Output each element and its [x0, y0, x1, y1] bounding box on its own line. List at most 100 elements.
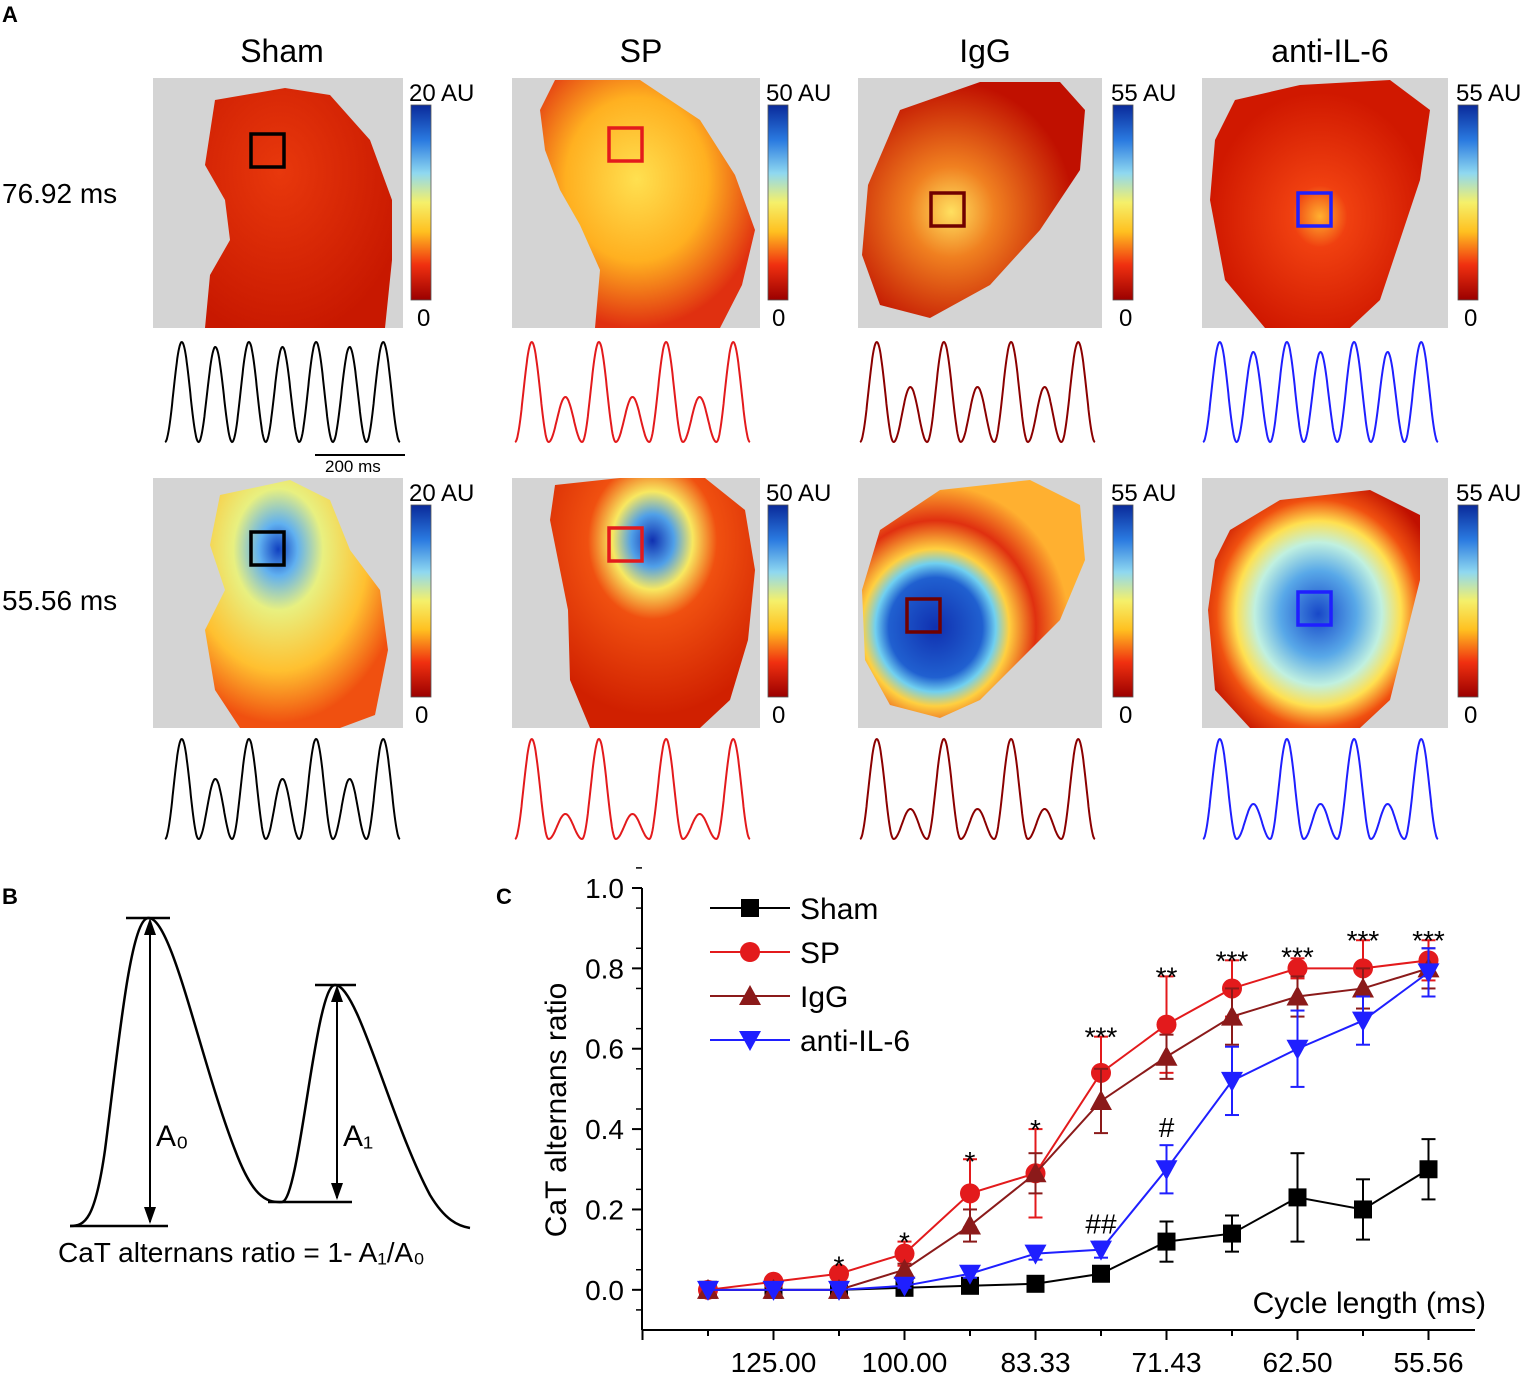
colorbar-min-label: 0 — [1119, 702, 1132, 729]
y-ticks: 0.0 0.2 0.4 0.6 0.8 1.0 — [585, 867, 642, 1311]
colorbar-max-label: 20 AU — [409, 80, 474, 107]
heatmap-anti-il-6-row2 — [1202, 478, 1448, 728]
legend-label: Sham — [800, 893, 878, 926]
legend-label: IgG — [800, 981, 848, 1014]
data-point-sham — [961, 1276, 979, 1295]
x-tick-label: 55.56 — [1393, 1347, 1463, 1378]
heatmap-igg-row2 — [858, 478, 1102, 728]
data-point-sham — [1092, 1264, 1110, 1283]
legend-marker — [739, 1031, 761, 1051]
colorbar-max-label: 50 AU — [766, 480, 831, 507]
data-point-anti-il-6 — [828, 1280, 850, 1301]
legend-marker — [741, 899, 759, 917]
series-layer — [697, 939, 1440, 1301]
trace-igg-row2 — [859, 737, 1096, 841]
x-tick-label: 62.50 — [1262, 1347, 1332, 1378]
colorbar-anti-il-6-row1: 55 AU 0 — [1456, 80, 1521, 332]
significance-mark: # — [1159, 1112, 1175, 1143]
significance-mark: *** — [1085, 1022, 1118, 1053]
significance-mark: *** — [1281, 941, 1314, 972]
colorbar-max-label: 55 AU — [1456, 80, 1521, 107]
data-point-sham — [1157, 1232, 1176, 1251]
data-point-sp — [894, 1243, 915, 1264]
panel-letter-a: A — [2, 2, 18, 27]
data-point-sham — [1354, 1200, 1372, 1219]
alternans-ratio-chart: CaT alternans ratio Cycle length (ms) 0.… — [540, 867, 1486, 1378]
column-title-sp: SP — [620, 33, 663, 69]
colorbar-max-label: 55 AU — [1456, 480, 1521, 507]
data-point-igg — [1024, 1162, 1047, 1183]
heatmap-igg-row1 — [858, 78, 1102, 328]
panel-letter-b: B — [2, 884, 18, 909]
series-sham — [699, 1138, 1438, 1299]
column-title-anti-il-6: anti-IL-6 — [1271, 33, 1388, 69]
colorbar-max-label: 50 AU — [766, 80, 831, 107]
heatmap-sham-row2 — [153, 478, 403, 728]
data-point-igg — [1286, 985, 1309, 1006]
calcium-traces — [164, 340, 1439, 841]
data-point-igg — [893, 1258, 916, 1279]
colorbar-min-label: 0 — [415, 702, 428, 729]
data-point-sham — [1419, 1160, 1438, 1179]
data-point-igg — [1221, 1005, 1243, 1026]
data-point-anti-il-6 — [893, 1276, 916, 1297]
legend-item-sp: SP — [710, 937, 840, 970]
significance-mark: * — [1030, 1114, 1041, 1145]
colorbar-min-label: 0 — [1464, 305, 1477, 332]
significance-mark: * — [965, 1146, 976, 1177]
column-title-sham: Sham — [240, 33, 324, 69]
data-point-sham — [1288, 1188, 1307, 1207]
trace-igg-row1 — [859, 340, 1096, 444]
data-point-sham — [1026, 1274, 1045, 1293]
y-tick-label: 0.0 — [585, 1275, 624, 1306]
data-point-sham — [1223, 1224, 1241, 1243]
colorbar-igg-row1: 55 AU 0 — [1111, 80, 1176, 332]
trace-anti-il-6-row2 — [1202, 737, 1439, 841]
colorbar-sp-row1: 50 AU 0 — [766, 80, 831, 332]
significance-mark: *** — [1216, 945, 1249, 976]
y-tick-label: 1.0 — [585, 873, 624, 904]
a0-label: A₀ — [156, 1120, 188, 1153]
significance-mark: ** — [1156, 961, 1178, 992]
trace-anti-il-6-row1 — [1202, 340, 1439, 444]
colorbar-min-label: 0 — [772, 305, 785, 332]
data-point-igg — [1352, 977, 1374, 998]
series-anti-il-6 — [697, 947, 1440, 1301]
series-line-igg — [708, 967, 1429, 1291]
a1-label: A₁ — [343, 1120, 373, 1153]
data-point-igg — [959, 1214, 981, 1235]
x-tick-label: 100.00 — [862, 1347, 948, 1378]
colorbar-sp-row2: 50 AU 0 — [766, 480, 831, 729]
significance-mark: *** — [1412, 925, 1445, 956]
data-point-anti-il-6 — [1090, 1240, 1112, 1261]
colorbar-igg-row2: 55 AU 0 — [1111, 480, 1176, 729]
series-igg — [697, 947, 1440, 1299]
colorbar-anti-il-6-row2: 55 AU 0 — [1456, 480, 1521, 729]
x-tick-label: 71.43 — [1131, 1347, 1201, 1378]
heatmap-sp-row2 — [512, 478, 760, 728]
legend-label: SP — [800, 937, 840, 970]
significance-mark: *** — [1347, 925, 1380, 956]
time-scale-bar: 200 ms — [315, 454, 405, 476]
data-point-sp — [960, 1183, 980, 1204]
series-line-sp — [707, 959, 1429, 1291]
column-title-igg: IgG — [959, 33, 1011, 69]
x-axis-title: Cycle length (ms) — [1253, 1287, 1486, 1320]
colorbar-max-label: 55 AU — [1111, 80, 1176, 107]
alternans-schematic: A₀ A₁ CaT alternans ratio = 1- A₁/A₀ — [58, 916, 471, 1268]
trace-sham-row1 — [164, 340, 401, 444]
colorbar-min-label: 0 — [1119, 305, 1132, 332]
annotations: ************ ****** ***### — [834, 925, 1445, 1281]
heatmap-sham-row1 — [153, 78, 403, 328]
x-ticks: 125.00 100.00 83.33 71.43 62.50 55.56 — [641, 1330, 1464, 1378]
data-point-sp — [829, 1263, 849, 1284]
colorbar-max-label: 55 AU — [1111, 480, 1176, 507]
legend-label: anti-IL-6 — [800, 1025, 910, 1058]
trace-sp-row1 — [514, 340, 751, 444]
colorbar-max-label: 20 AU — [409, 480, 474, 507]
colorbar-sham-row2: 20 AU 0 — [409, 480, 474, 729]
series-line-anti-il-6 — [708, 971, 1430, 1291]
alternans-formula: CaT alternans ratio = 1- A₁/A₀ — [58, 1237, 425, 1268]
data-point-sp — [1156, 1014, 1177, 1035]
row-label-76: 76.92 ms — [2, 178, 117, 209]
